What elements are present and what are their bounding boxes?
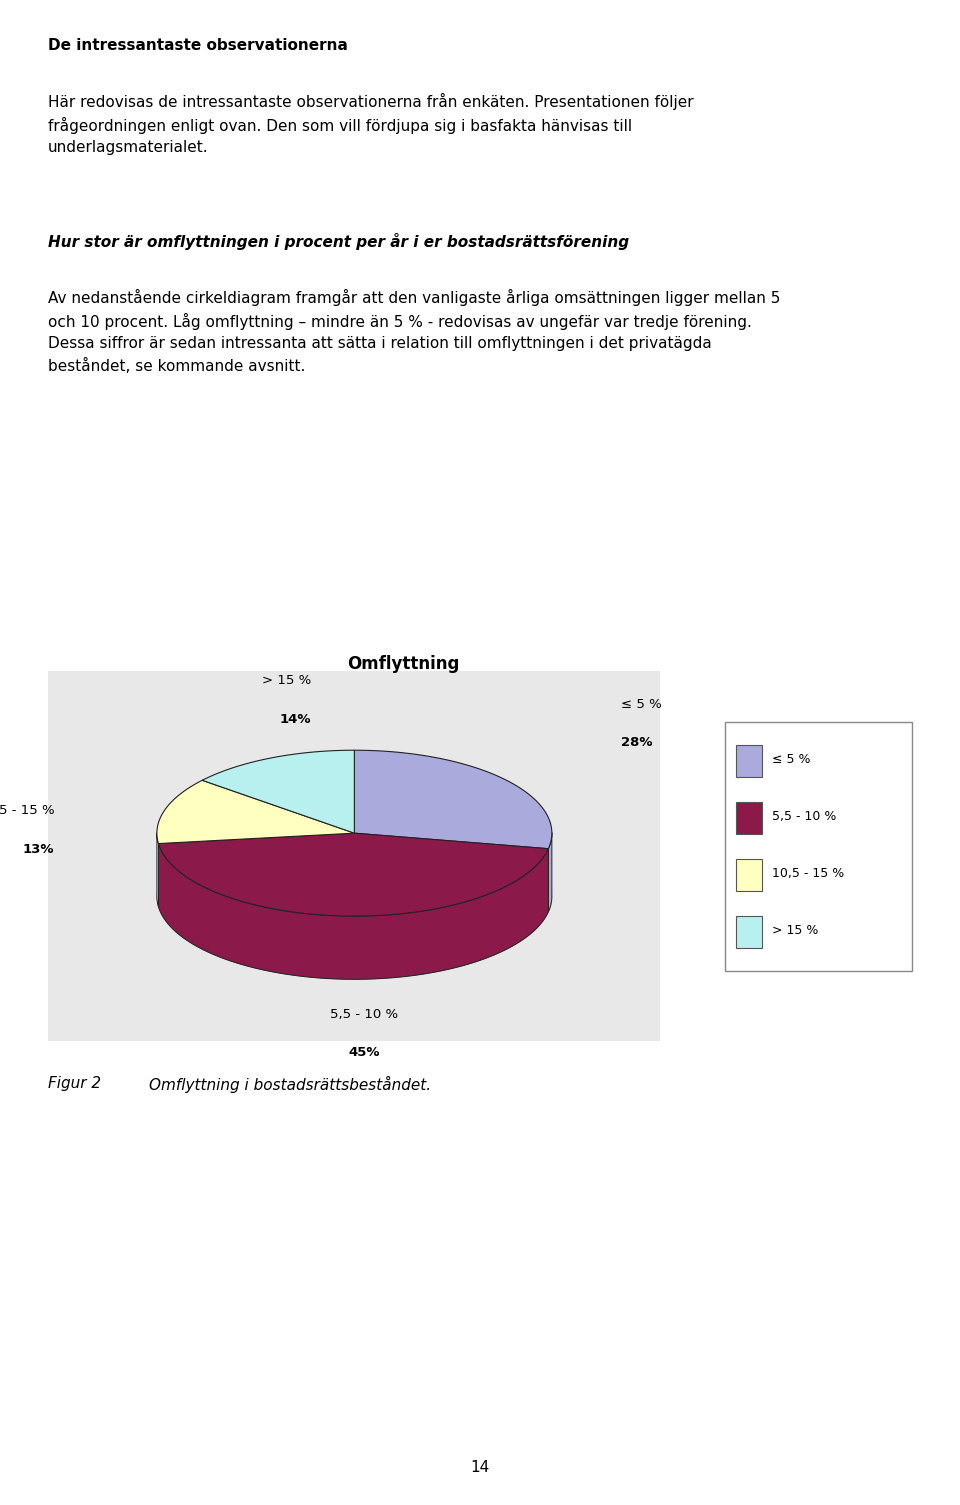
Text: > 15 %: > 15 % — [772, 924, 818, 938]
Text: 14%: 14% — [279, 713, 311, 725]
Bar — [736, 745, 762, 777]
Text: 10,5 - 15 %: 10,5 - 15 % — [772, 867, 844, 880]
Text: ≤ 5 %: ≤ 5 % — [772, 752, 810, 766]
Polygon shape — [203, 749, 354, 834]
Text: 14: 14 — [470, 1460, 490, 1475]
Text: 28%: 28% — [621, 736, 653, 749]
Text: De intressantaste observationerna: De intressantaste observationerna — [48, 38, 348, 53]
Polygon shape — [48, 671, 660, 1040]
Text: Här redovisas de intressantaste observationerna från enkäten. Presentationen föl: Här redovisas de intressantaste observat… — [48, 93, 694, 155]
Polygon shape — [158, 844, 548, 980]
Bar — [736, 859, 762, 891]
Polygon shape — [158, 834, 548, 917]
Polygon shape — [548, 832, 552, 912]
Polygon shape — [156, 780, 354, 844]
Polygon shape — [156, 813, 552, 980]
Text: Hur stor är omflyttningen i procent per år i er bostadsrättsförening: Hur stor är omflyttningen i procent per … — [48, 233, 629, 250]
Text: 5,5 - 10 %: 5,5 - 10 % — [772, 810, 836, 823]
Text: > 15 %: > 15 % — [262, 674, 311, 686]
Text: 10,5 - 15 %: 10,5 - 15 % — [0, 804, 54, 817]
Text: Av nedanstående cirkeldiagram framgår att den vanligaste årliga omsättningen lig: Av nedanstående cirkeldiagram framgår at… — [48, 289, 780, 373]
Bar — [736, 802, 762, 834]
Text: 45%: 45% — [348, 1046, 380, 1060]
Text: 5,5 - 10 %: 5,5 - 10 % — [330, 1008, 398, 1020]
Text: Omflyttning: Omflyttning — [347, 655, 460, 673]
Text: Figur 2: Figur 2 — [48, 1076, 101, 1091]
Polygon shape — [156, 832, 158, 906]
Polygon shape — [354, 749, 552, 849]
Text: Omflyttning i bostadsrättsbeståndet.: Omflyttning i bostadsrättsbeståndet. — [149, 1076, 431, 1093]
Text: 13%: 13% — [23, 843, 54, 856]
Text: ≤ 5 %: ≤ 5 % — [621, 698, 661, 710]
Bar — [736, 917, 762, 948]
